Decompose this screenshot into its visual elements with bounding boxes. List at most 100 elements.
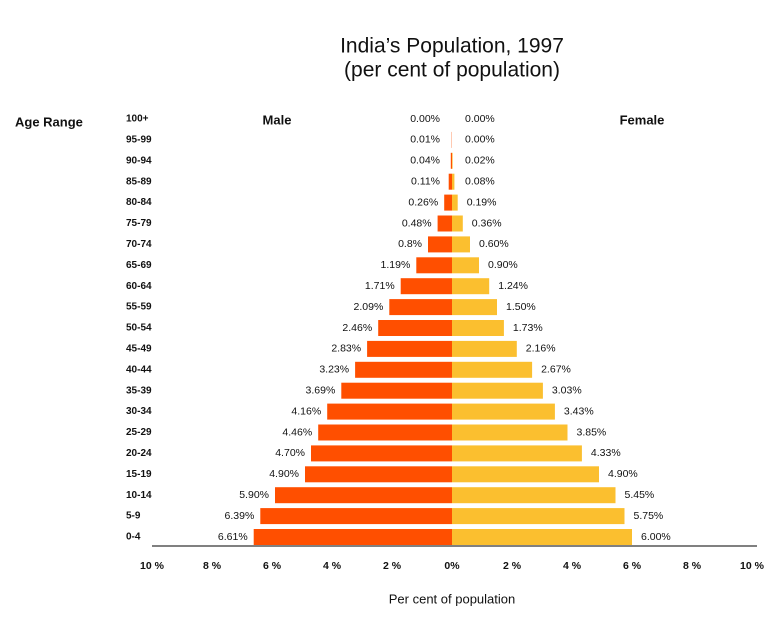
x-axis-label: Per cent of population xyxy=(389,591,515,606)
chart-title: India’s Population, 1997 xyxy=(340,35,564,58)
bar xyxy=(452,487,616,504)
value-label: 4.90% xyxy=(269,468,299,480)
value-label: 4.33% xyxy=(591,447,621,459)
value-label: 0.01% xyxy=(410,134,440,146)
value-label: 3.69% xyxy=(306,384,336,396)
x-tick-label: 4 % xyxy=(323,560,342,572)
y-tick-label: 25-29 xyxy=(126,427,152,438)
y-tick-label: 60-64 xyxy=(126,281,152,292)
bar xyxy=(311,445,452,462)
value-label: 2.16% xyxy=(526,343,556,355)
bar xyxy=(400,278,452,295)
value-label: 0.19% xyxy=(467,196,497,208)
bar xyxy=(378,320,452,336)
bar xyxy=(452,508,625,525)
y-tick-label: 10-14 xyxy=(126,490,152,501)
bar xyxy=(452,382,543,399)
bar xyxy=(452,445,582,462)
value-label: 0.00% xyxy=(465,113,495,125)
value-label: 6.61% xyxy=(218,531,248,543)
bar xyxy=(260,508,452,525)
value-label: 0.11% xyxy=(411,175,440,187)
value-label: 1.71% xyxy=(365,280,395,292)
value-label: 4.90% xyxy=(608,468,638,480)
y-tick-label: 50-54 xyxy=(126,323,152,334)
bar xyxy=(253,529,452,545)
y-tick-label: 95-99 xyxy=(126,135,152,146)
x-tick-label: 10 % xyxy=(140,560,165,572)
bar xyxy=(452,299,497,316)
value-label: 0.04% xyxy=(410,155,440,167)
value-label: 4.16% xyxy=(291,405,321,417)
value-label: 6.00% xyxy=(641,531,671,543)
value-label: 2.09% xyxy=(354,301,384,313)
y-tick-label: 80-84 xyxy=(126,197,152,208)
y-tick-label: 85-89 xyxy=(126,176,152,187)
bar xyxy=(448,173,452,190)
x-tick-label: 8 % xyxy=(683,560,702,572)
bar xyxy=(452,236,470,253)
x-tick-label: 4 % xyxy=(563,560,582,572)
value-label: 4.70% xyxy=(275,447,305,459)
value-label: 1.19% xyxy=(381,259,411,271)
y-tick-label: 70-74 xyxy=(126,239,152,250)
y-tick-label: 45-49 xyxy=(126,344,152,355)
value-label: 1.73% xyxy=(513,322,543,334)
bar xyxy=(305,466,452,483)
bar xyxy=(452,320,504,336)
y-tick-label: 30-34 xyxy=(126,406,152,417)
y-tick-label: 90-94 xyxy=(126,155,152,166)
bar xyxy=(437,215,452,232)
value-label: 1.50% xyxy=(506,301,536,313)
value-label: 5.90% xyxy=(239,489,269,501)
bar xyxy=(452,361,533,378)
value-label: 2.67% xyxy=(541,364,571,376)
bar xyxy=(452,257,479,274)
value-label: 0.90% xyxy=(488,259,518,271)
bar xyxy=(318,424,452,441)
legend-label: Male xyxy=(263,112,292,127)
y-tick-label: 100+ xyxy=(126,114,149,125)
bar xyxy=(389,299,452,316)
x-tick-label: 10 % xyxy=(740,560,765,572)
bar xyxy=(452,278,490,295)
value-label: 0.02% xyxy=(465,155,495,167)
legend-label: Female xyxy=(620,112,665,127)
bar xyxy=(452,529,632,545)
bar xyxy=(452,152,453,169)
bar xyxy=(452,215,463,232)
value-label: 0.36% xyxy=(472,217,502,229)
bar xyxy=(452,466,599,483)
value-label: 3.85% xyxy=(577,426,607,438)
y-axis-label: Age Range xyxy=(15,114,83,129)
x-tick-label: 2 % xyxy=(383,560,402,572)
value-label: 3.23% xyxy=(319,364,349,376)
value-label: 3.43% xyxy=(564,405,594,417)
y-tick-label: 15-19 xyxy=(126,469,152,480)
x-tick-label: 2 % xyxy=(503,560,522,572)
bar xyxy=(450,152,452,169)
value-label: 2.46% xyxy=(342,322,372,334)
value-label: 0.26% xyxy=(408,196,438,208)
bar xyxy=(416,257,452,274)
x-tick-label: 0% xyxy=(444,560,460,572)
y-tick-label: 20-24 xyxy=(126,448,152,459)
bar xyxy=(355,361,452,378)
x-tick-label: 6 % xyxy=(263,560,282,572)
y-tick-label: 65-69 xyxy=(126,260,152,271)
value-label: 3.03% xyxy=(552,384,582,396)
value-label: 5.45% xyxy=(625,489,655,501)
y-tick-label: 35-39 xyxy=(126,385,152,396)
x-tick-label: 8 % xyxy=(203,560,222,572)
bar xyxy=(452,424,568,441)
bar xyxy=(428,236,452,253)
value-label: 4.46% xyxy=(282,426,312,438)
bar xyxy=(452,194,458,211)
y-tick-label: 5-9 xyxy=(126,511,141,522)
bar xyxy=(452,403,555,420)
value-label: 1.24% xyxy=(498,280,528,292)
value-label: 5.75% xyxy=(634,510,664,522)
value-label: 0.08% xyxy=(465,175,495,187)
value-label: 2.83% xyxy=(331,343,361,355)
chart-subtitle: (per cent of population) xyxy=(344,59,560,82)
